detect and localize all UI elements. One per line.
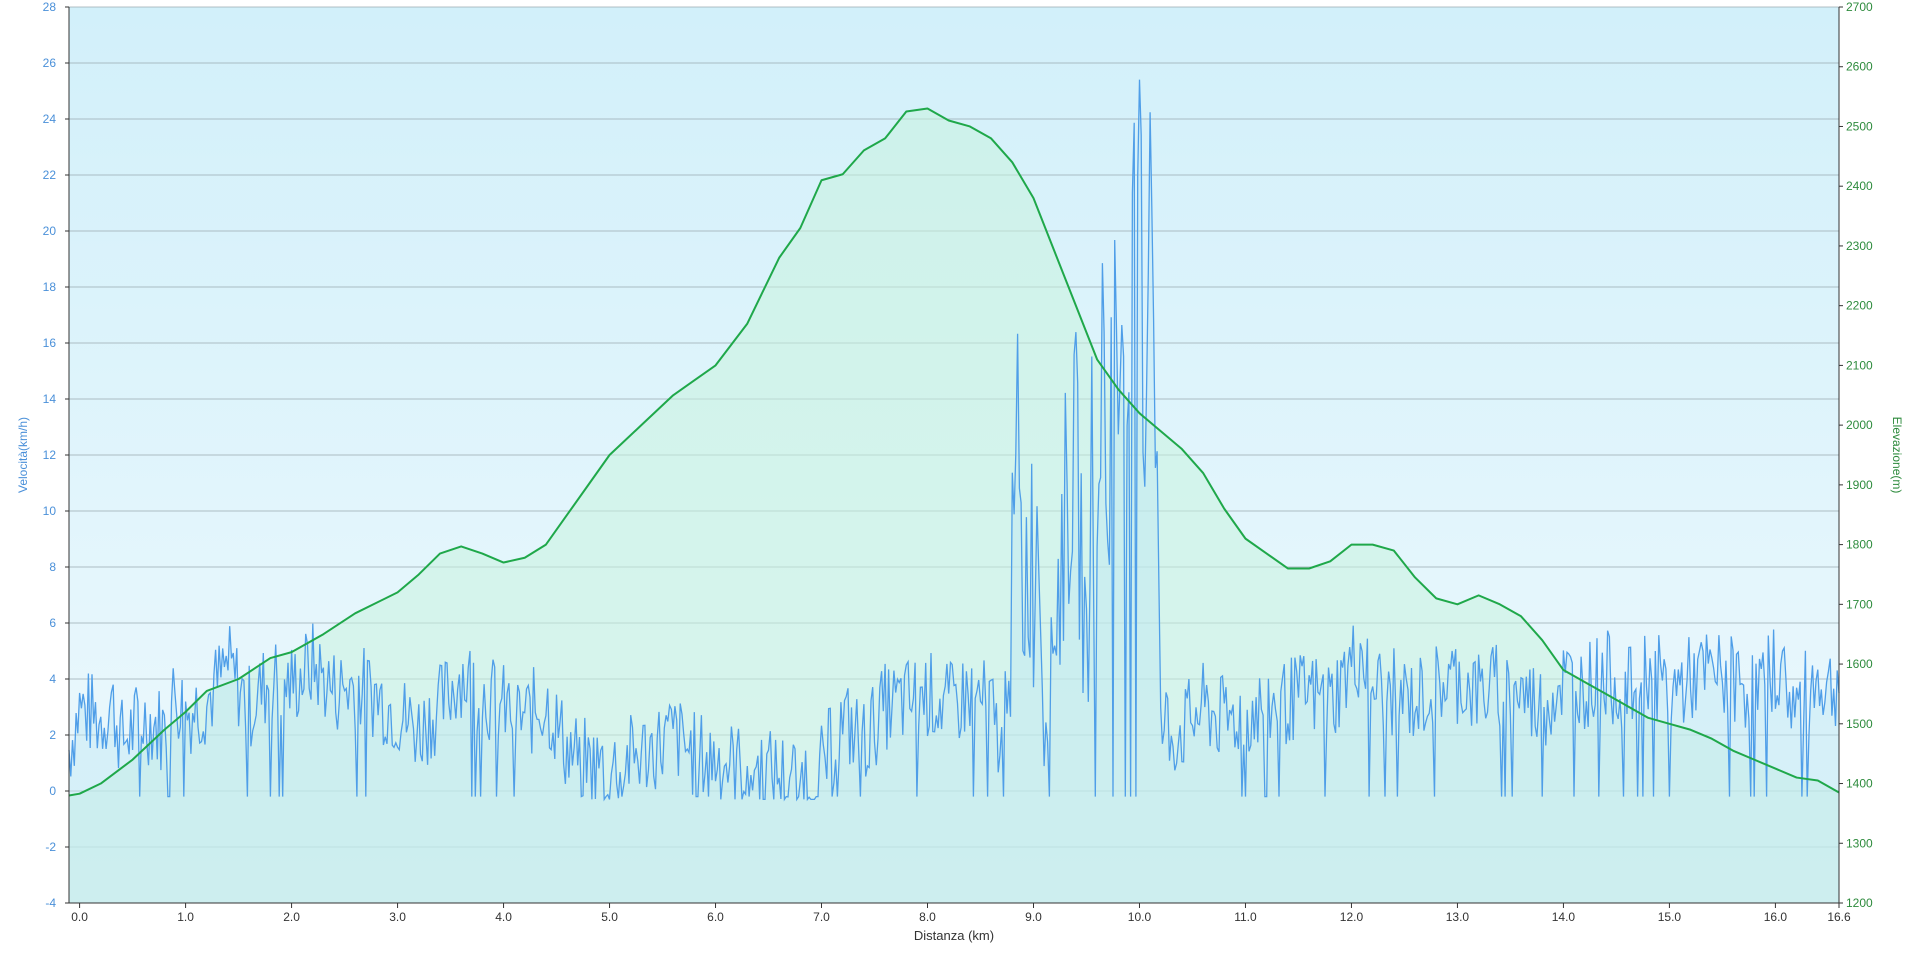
x-tick-label: 1.0 [177, 910, 194, 924]
x-tick-label: 10.0 [1128, 910, 1152, 924]
series-layer [68, 79, 1840, 904]
right-tick-label: 1700 [1846, 597, 1873, 611]
x-tick-label: 16.6 [1827, 910, 1851, 924]
right-tick-label: 2700 [1846, 0, 1873, 14]
right-tick-label: 2000 [1846, 418, 1873, 432]
elevation-line [68, 107, 1840, 797]
right-tick-label: 1800 [1846, 538, 1873, 552]
x-tick-label: 2.0 [283, 910, 300, 924]
left-tick-label: -2 [45, 840, 56, 854]
right-tick-label: 1200 [1846, 896, 1873, 910]
left-tick-label: 16 [43, 336, 57, 350]
left-tick-label: 20 [43, 224, 57, 238]
left-tick-label: 2 [49, 728, 56, 742]
right-tick-label: 1500 [1846, 717, 1873, 731]
elevation-area [69, 108, 1839, 903]
right-tick-label: 1300 [1846, 836, 1873, 850]
x-tick-label: 0.0 [71, 910, 88, 924]
x-tick-label: 9.0 [1025, 910, 1042, 924]
left-tick-label: 26 [43, 56, 57, 70]
x-tick-label: 14.0 [1552, 910, 1576, 924]
left-tick-label: 6 [49, 616, 56, 630]
right-tick-label: 2300 [1846, 239, 1873, 253]
right-tick-label: 2500 [1846, 119, 1873, 133]
x-tick-label: 16.0 [1764, 910, 1788, 924]
x-axis-title: Distanza (km) [914, 928, 994, 943]
x-tick-label: 15.0 [1658, 910, 1682, 924]
x-tick-label: 7.0 [813, 910, 830, 924]
left-tick-label: 28 [43, 0, 57, 14]
right-tick-label: 2200 [1846, 299, 1873, 313]
x-tick-label: 8.0 [919, 910, 936, 924]
left-tick-label: -4 [45, 896, 56, 910]
left-tick-label: 0 [49, 784, 56, 798]
right-tick-label: 2400 [1846, 179, 1873, 193]
x-tick-label: 5.0 [601, 910, 618, 924]
left-tick-label: 22 [43, 168, 57, 182]
right-tick-label: 2100 [1846, 358, 1873, 372]
left-axis-title: Velocità(km/h) [16, 417, 30, 493]
speed-line [68, 79, 1840, 802]
x-tick-label: 6.0 [707, 910, 724, 924]
x-tick-label: 12.0 [1340, 910, 1364, 924]
left-tick-label: 18 [43, 280, 57, 294]
left-tick-label: 14 [43, 392, 57, 406]
right-tick-label: 2600 [1846, 60, 1873, 74]
x-tick-label: 4.0 [495, 910, 512, 924]
left-tick-label: 10 [43, 504, 57, 518]
left-tick-label: 4 [49, 672, 56, 686]
tick-labels: -4-2024681012141618202224262812001300140… [43, 0, 1873, 924]
left-tick-label: 8 [49, 560, 56, 574]
axis-titles: Distanza (km) Velocità(km/h) Elevazione(… [16, 417, 1904, 943]
right-tick-label: 1400 [1846, 777, 1873, 791]
right-tick-label: 1600 [1846, 657, 1873, 671]
right-axis-title: Elevazione(m) [1890, 417, 1904, 494]
x-tick-label: 11.0 [1234, 910, 1257, 924]
left-tick-label: 24 [43, 112, 57, 126]
speed-area [69, 79, 1839, 904]
x-tick-label: 13.0 [1446, 910, 1470, 924]
x-tick-label: 3.0 [389, 910, 406, 924]
right-tick-label: 1900 [1846, 478, 1873, 492]
left-tick-label: 12 [43, 448, 57, 462]
